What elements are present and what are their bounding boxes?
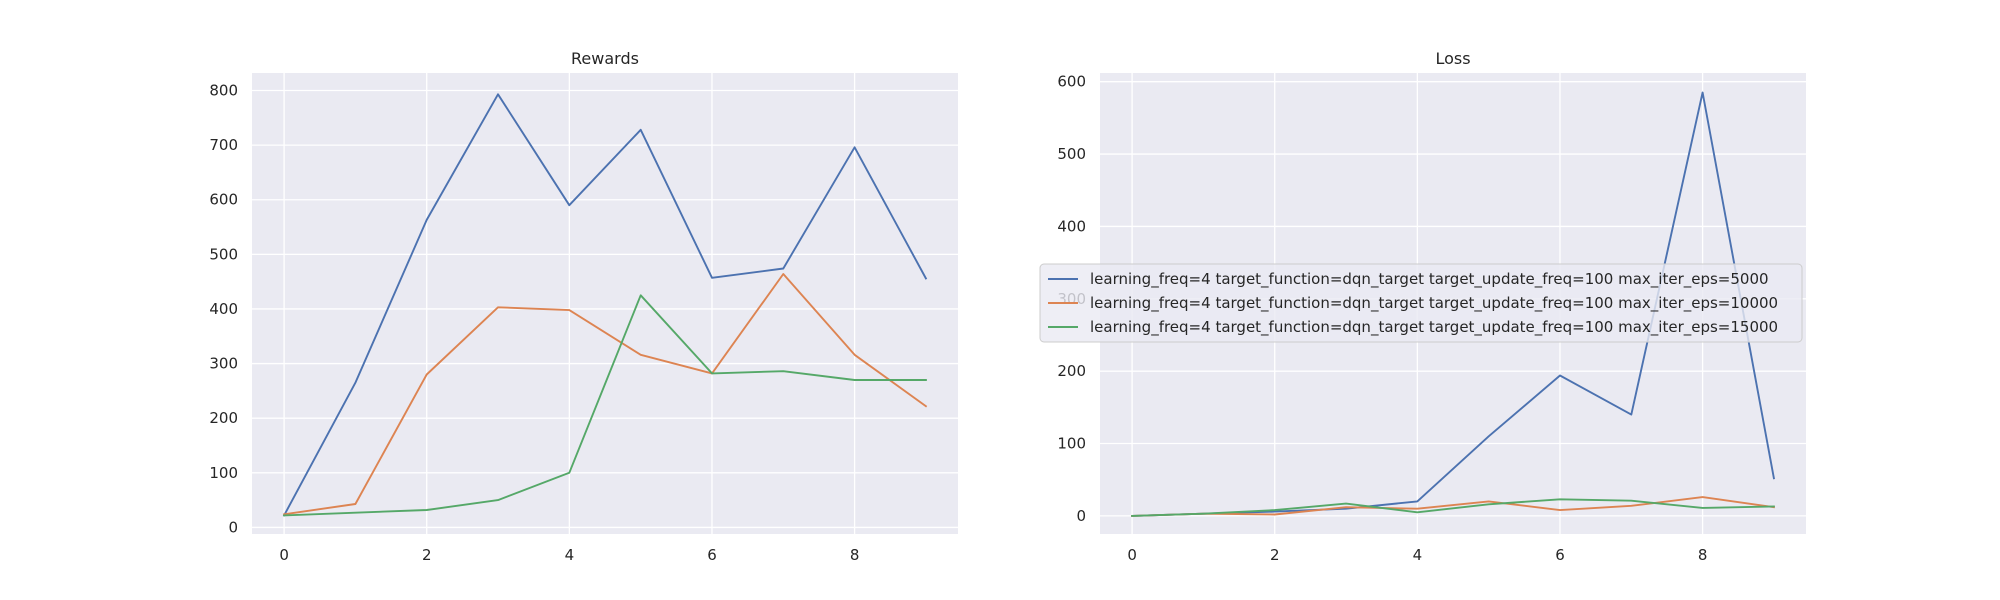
rewards-y-tick-label: 300 [209,355,238,373]
legend-label-1: learning_freq=4 target_function=dqn_targ… [1090,270,1769,289]
rewards-y-tick-label: 200 [209,409,238,427]
legend-label-2: learning_freq=4 target_function=dqn_targ… [1090,294,1778,313]
legend-box [1039,263,1803,343]
rewards-ticks: 0 2 4 6 8 0 100 200 300 400 500 600 700 800 [209,81,859,564]
rewards-y-tick-label: 800 [209,81,238,99]
rewards-axes: 0 2 4 6 8 0 100 200 300 400 500 600 700 800 Rewards [209,49,958,564]
legend: learning_freq=4 target_function=dqn_targ… [1039,263,1803,343]
rewards-x-tick-label: 4 [565,546,575,564]
rewards-y-tick-label: 100 [209,464,238,482]
rewards-series-line-2 [283,273,928,516]
loss-title: Loss [1435,49,1470,68]
loss-y-tick-label: 600 [1057,73,1086,91]
rewards-x-tick-label: 8 [850,546,860,564]
rewards-series-line-1 [282,93,928,517]
legend-label-3: learning_freq=4 target_function=dqn_targ… [1090,318,1778,337]
rewards-y-tick-label: 700 [209,136,238,154]
rewards-plot-area [252,73,958,534]
loss-y-tick-label: 100 [1057,435,1086,453]
rewards-y-tick-label: 0 [228,518,238,536]
rewards-y-tick-label: 400 [209,300,238,318]
loss-x-tick-label: 6 [1555,546,1565,564]
loss-y-tick-label: 0 [1076,507,1086,525]
loss-y-tick-label: 500 [1057,145,1086,163]
rewards-x-tick-label: 6 [707,546,717,564]
loss-x-tick-label: 8 [1698,546,1708,564]
rewards-grid [252,73,958,534]
loss-series [1131,91,1776,517]
loss-x-tick-label: 4 [1413,546,1423,564]
rewards-series [282,93,928,517]
loss-y-tick-label: 200 [1057,362,1086,380]
rewards-series-line-3 [283,294,927,517]
rewards-x-tick-label: 2 [422,546,432,564]
loss-x-tick-label: 0 [1127,546,1137,564]
loss-series-line-2 [1131,496,1775,517]
loss-x-tick-label: 2 [1270,546,1280,564]
rewards-x-tick-label: 0 [279,546,289,564]
loss-y-tick-label: 400 [1057,217,1086,235]
rewards-title: Rewards [571,49,639,68]
rewards-y-tick-label: 500 [209,245,238,263]
loss-series-line-3 [1131,498,1775,517]
rewards-y-tick-label: 600 [209,191,238,209]
